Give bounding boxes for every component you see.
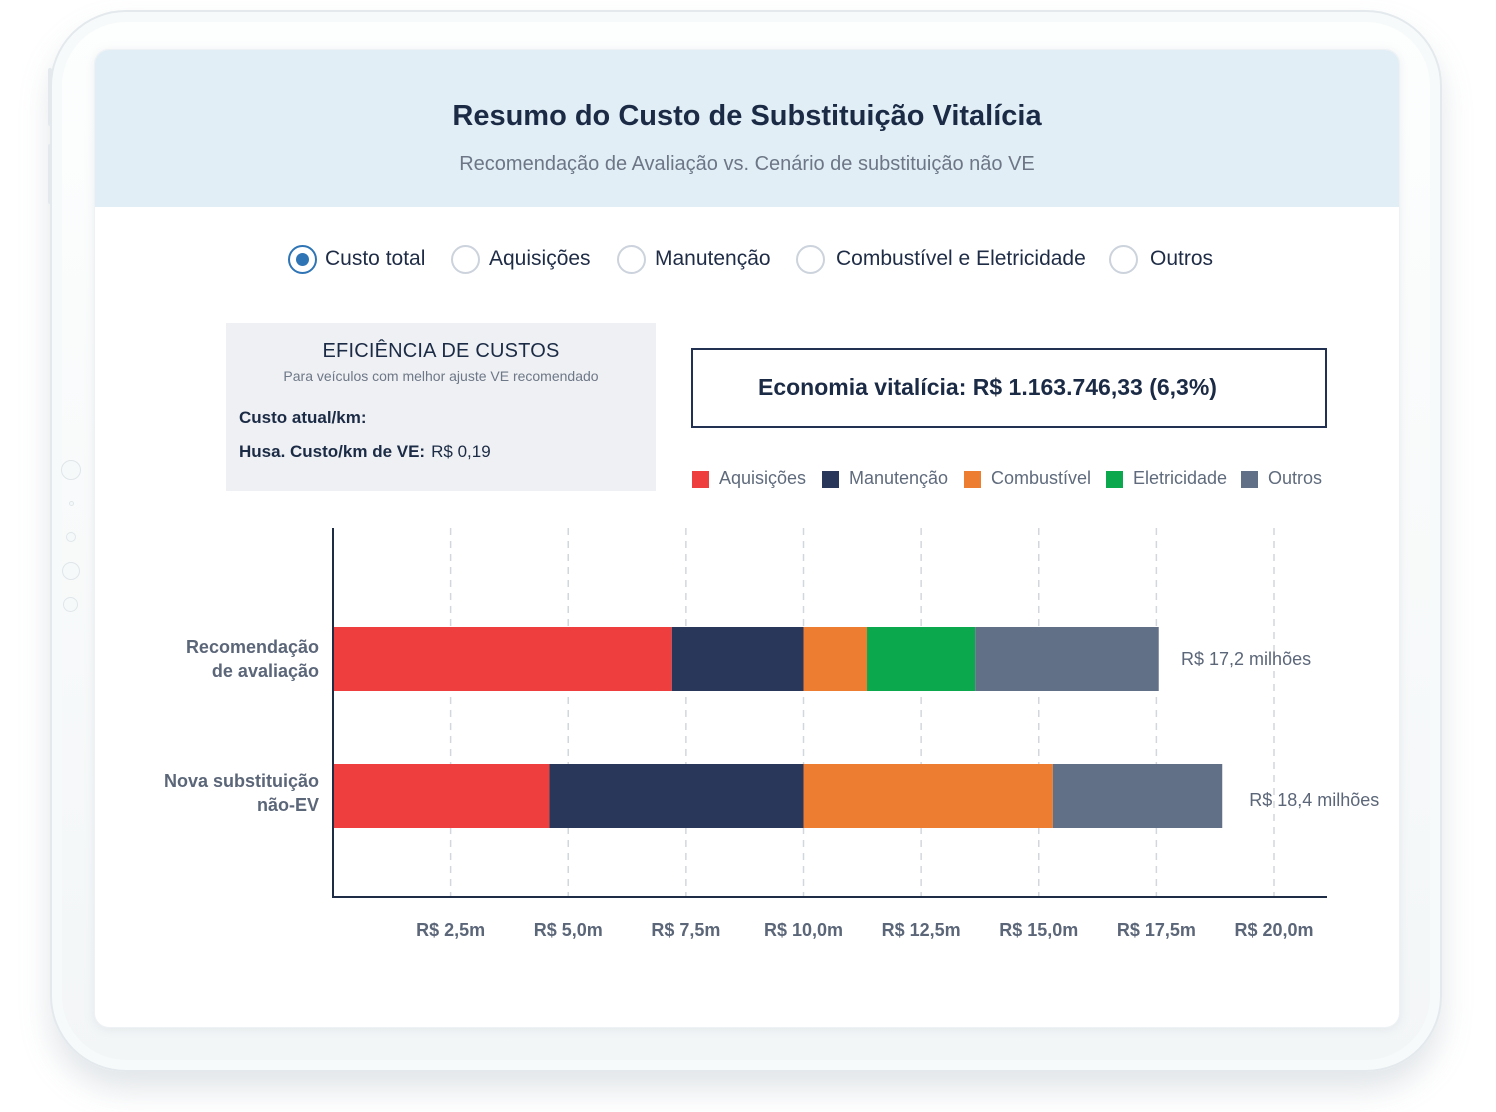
current-cost-row: Custo atual/km: <box>239 408 373 428</box>
radio-unselected-icon <box>451 245 480 274</box>
category-label: Nova substituição <box>164 771 319 791</box>
radio-unselected-icon <box>617 245 646 274</box>
cost-efficiency-panel: EFICIÊNCIA DE CUSTOS Para veículos com m… <box>226 323 656 491</box>
app-screen: Resumo do Custo de Substituição Vitalíci… <box>95 50 1399 1027</box>
bar-segment <box>803 627 868 691</box>
legend-label: Manutenção <box>849 468 949 488</box>
bar-segment <box>975 627 1159 691</box>
bar-total-label: R$ 17,2 milhões <box>1181 649 1311 669</box>
radio-label: Manutenção <box>655 247 771 270</box>
legend-label: Outros <box>1268 468 1323 488</box>
radio-label: Combustível e Eletricidade <box>836 247 1086 270</box>
x-tick-label: R$ 5,0m <box>534 920 603 940</box>
tablet-side-button <box>48 68 52 126</box>
radio-selected-icon <box>288 245 317 274</box>
ev-cost-value: R$ 0,19 <box>431 442 491 461</box>
page-subtitle: Recomendação de Avaliação vs. Cenário de… <box>459 153 1035 175</box>
lifetime-savings-box: Economia vitalícia: R$ 1.163.746,33 (6,3… <box>691 348 1327 428</box>
legend-swatch <box>1241 471 1258 488</box>
x-tick-label: R$ 10,0m <box>764 920 843 940</box>
stacked-bar-chart: R$ 2,5m R$ 5,0m R$ 7,5m R$ 10,0m R$ 12,5m R$ … <box>164 528 1379 940</box>
legend-label: Aquisições <box>719 468 807 488</box>
x-tick-label: R$ 20,0m <box>1234 920 1313 940</box>
current-cost-label: Custo atual/km: <box>239 408 367 427</box>
legend-label: Eletricidade <box>1133 468 1228 488</box>
cost-efficiency-title: EFICIÊNCIA DE CUSTOS <box>322 340 560 362</box>
radio-unselected-icon <box>1109 245 1138 274</box>
bar-segment <box>333 764 550 828</box>
legend-swatch <box>692 471 709 488</box>
legend-label: Combustível <box>991 468 1092 488</box>
bar-total-label: R$ 18,4 milhões <box>1249 790 1379 810</box>
tablet-side-dot <box>62 562 80 580</box>
legend-swatch <box>964 471 981 488</box>
bar-segment <box>803 764 1053 828</box>
legend-swatch <box>822 471 839 488</box>
x-tick-label: R$ 12,5m <box>882 920 961 940</box>
tablet-side-dot <box>61 460 81 480</box>
bar-segment <box>671 627 804 691</box>
radio-label: Aquisições <box>489 247 591 270</box>
tablet-side-button <box>48 144 52 204</box>
category-label: Recomendação <box>186 637 319 657</box>
ev-cost-label: Husa. Custo/km de VE: <box>239 442 426 461</box>
page-title: Resumo do Custo de Substituição Vitalíci… <box>452 100 1042 132</box>
ev-cost-row: Husa. Custo/km de VE: R$ 0,19 <box>239 442 491 462</box>
category-label: de avaliação <box>212 661 319 681</box>
legend-swatch <box>1106 471 1123 488</box>
category-label: não-EV <box>257 795 319 815</box>
cost-efficiency-subtitle: Para veículos com melhor ajuste VE recom… <box>283 368 599 384</box>
bar-segment <box>867 627 976 691</box>
x-tick-label: R$ 17,5m <box>1117 920 1196 940</box>
bar-segment <box>549 764 804 828</box>
radio-label: Outros <box>1150 247 1214 270</box>
x-tick-label: R$ 15,0m <box>999 920 1078 940</box>
x-tick-label: R$ 7,5m <box>651 920 720 940</box>
tablet-side-dot <box>66 532 76 542</box>
radio-unselected-icon <box>796 245 825 274</box>
tablet-side-dot <box>69 501 74 506</box>
radio-label: Custo total <box>325 247 426 270</box>
x-tick-label: R$ 2,5m <box>416 920 485 940</box>
page-header: Resumo do Custo de Substituição Vitalíci… <box>95 50 1399 207</box>
tablet-side-dot <box>63 597 78 612</box>
view-radio-group: Custo total Aquisições Manutenção Combus… <box>95 244 1399 276</box>
bar-segment <box>333 627 672 691</box>
bar-segment <box>1052 764 1223 828</box>
lifetime-savings-text: Economia vitalícia: R$ 1.163.746,33 (6,3… <box>758 374 1217 400</box>
